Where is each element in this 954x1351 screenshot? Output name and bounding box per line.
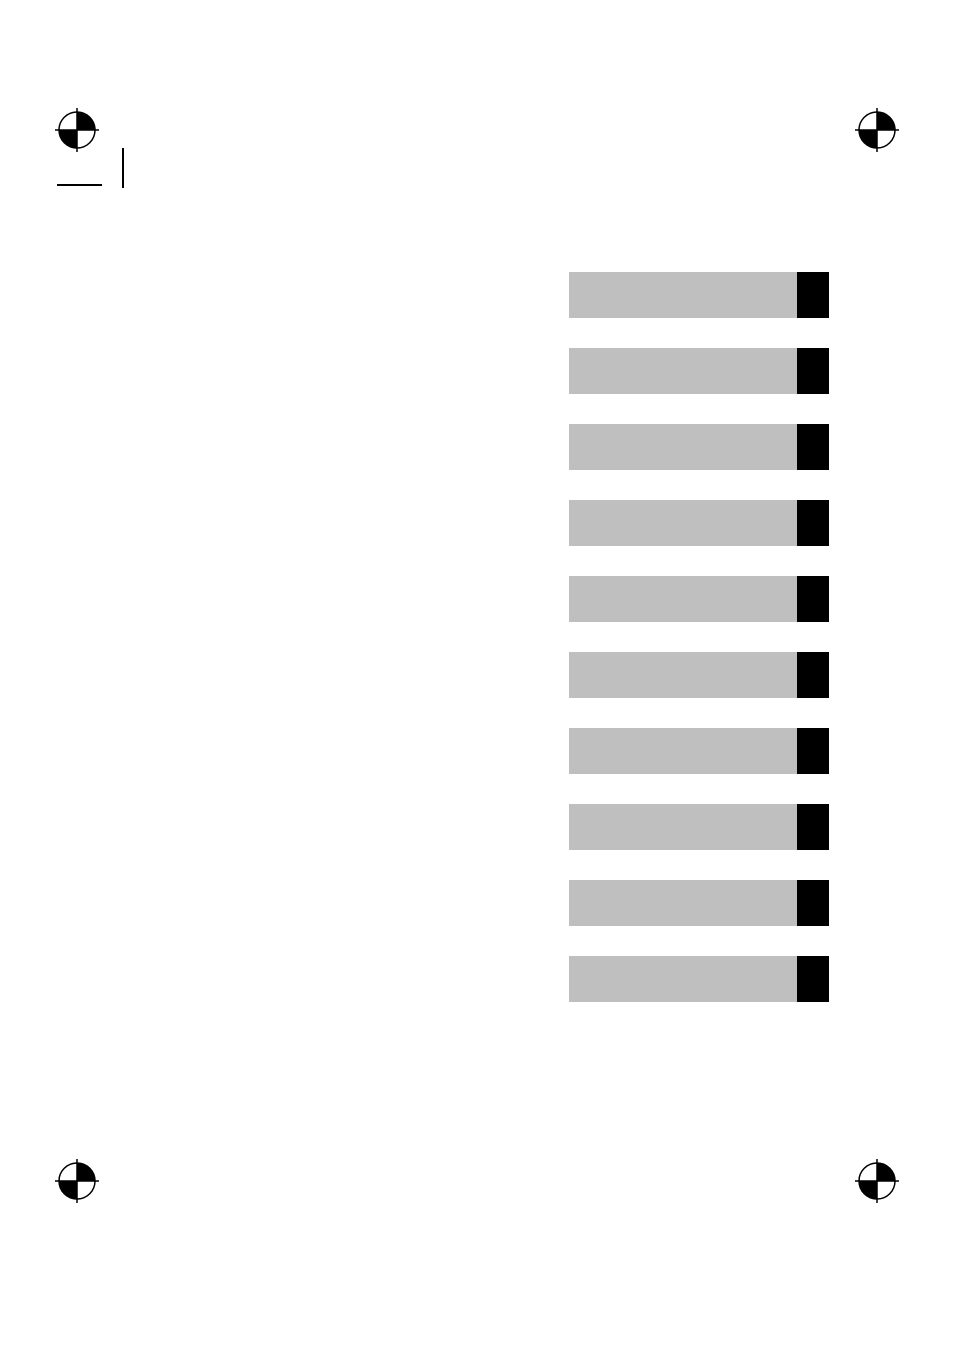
tab-row	[569, 272, 829, 318]
tab-end-marker	[797, 576, 829, 622]
tab-body	[569, 576, 797, 622]
tab-row	[569, 348, 829, 394]
tab-row	[569, 500, 829, 546]
tab-end-marker	[797, 652, 829, 698]
tab-body	[569, 424, 797, 470]
tab-body	[569, 348, 797, 394]
tab-body	[569, 728, 797, 774]
tab-body	[569, 804, 797, 850]
tab-row	[569, 576, 829, 622]
registration-mark-icon	[55, 1159, 99, 1203]
tab-end-marker	[797, 956, 829, 1002]
tab-row	[569, 728, 829, 774]
tab-row	[569, 652, 829, 698]
tab-end-marker	[797, 424, 829, 470]
tab-row	[569, 956, 829, 1002]
tab-end-marker	[797, 272, 829, 318]
tab-end-marker	[797, 500, 829, 546]
tab-body	[569, 272, 797, 318]
tab-body	[569, 956, 797, 1002]
side-tab-strip	[569, 272, 829, 1002]
tab-end-marker	[797, 880, 829, 926]
tab-row	[569, 424, 829, 470]
tab-row	[569, 880, 829, 926]
tab-end-marker	[797, 804, 829, 850]
tab-row	[569, 804, 829, 850]
tab-body	[569, 652, 797, 698]
registration-mark-icon	[855, 108, 899, 152]
document-page	[0, 0, 954, 1351]
registration-mark-icon	[855, 1159, 899, 1203]
tab-end-marker	[797, 728, 829, 774]
registration-mark-icon	[55, 108, 99, 152]
tab-body	[569, 880, 797, 926]
tab-body	[569, 500, 797, 546]
tab-end-marker	[797, 348, 829, 394]
